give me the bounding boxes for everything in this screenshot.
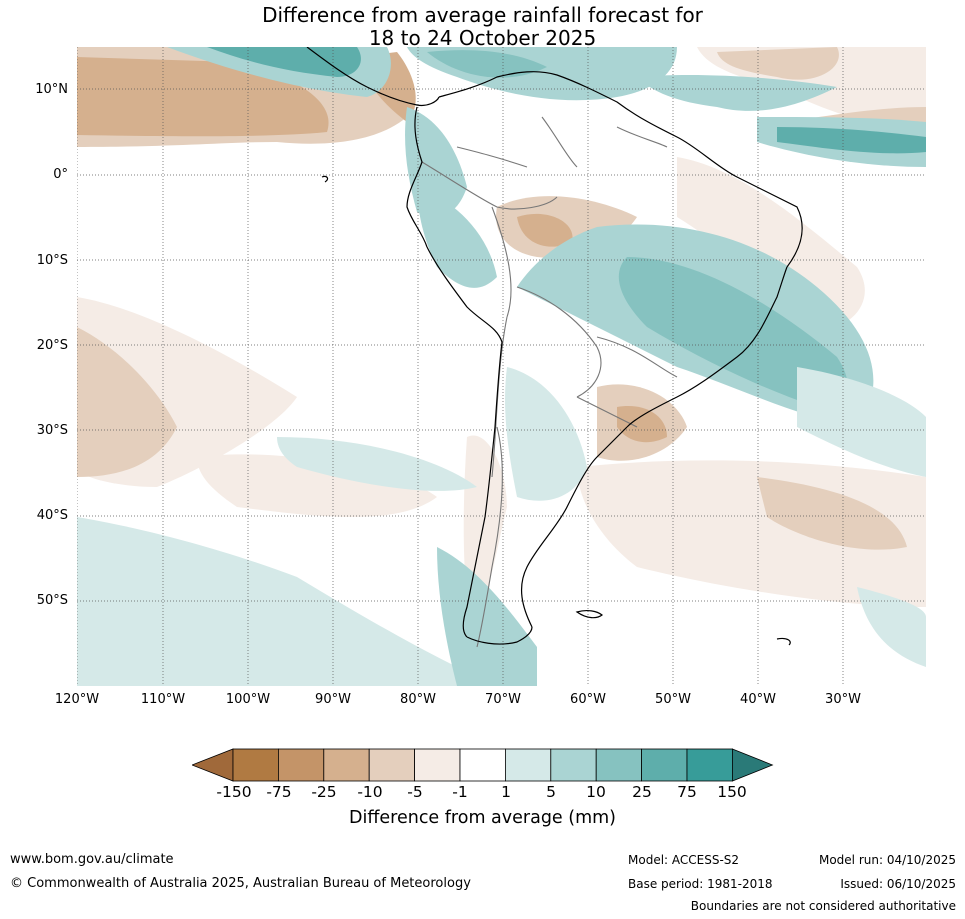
lon-label-40w: 40°W xyxy=(740,692,776,707)
dry-region-south-atlantic-core xyxy=(757,477,907,550)
wet-region-south-atlantic-far xyxy=(857,587,926,667)
legend-swatch xyxy=(323,748,370,782)
wet-region-central-america-core xyxy=(207,47,361,77)
footer-disclaimer: Boundaries are not considered authoritat… xyxy=(690,899,956,913)
legend-swatch xyxy=(414,748,461,782)
legend-tick-9: 25 xyxy=(632,783,652,801)
lat-label-30s: 30°S xyxy=(36,423,68,438)
legend-tick-0: -150 xyxy=(216,783,252,801)
legend-swatch xyxy=(232,748,279,782)
dry-anomaly-regions xyxy=(77,47,926,632)
legend-tick-11: 150 xyxy=(717,783,747,801)
legend-tick-3: -10 xyxy=(357,783,383,801)
map-title: Difference from average rainfall forecas… xyxy=(0,4,965,50)
title-line-1: Difference from average rainfall forecas… xyxy=(262,3,703,27)
dry-region-pacific-mid xyxy=(197,454,437,517)
footer-base-period: Base period: 1981-2018 xyxy=(628,877,773,891)
lon-label-50w: 50°W xyxy=(655,692,691,707)
dry-region-amazon-core xyxy=(517,213,573,247)
wet-region-atlantic-itcz-east-core xyxy=(777,127,926,154)
legend-swatch xyxy=(278,748,325,782)
wet-region-pacific-southwest xyxy=(77,517,457,686)
coastline-central-america xyxy=(306,47,440,107)
legend-swatch xyxy=(686,748,733,782)
lon-label-110w: 110°W xyxy=(140,692,186,707)
coastline-uruguay-brazil xyxy=(626,266,788,428)
lat-label-10n: 10°N xyxy=(35,82,68,97)
coastline-pacific-colombia xyxy=(406,106,428,248)
island-galapagos xyxy=(321,175,329,183)
legend-swatch xyxy=(459,748,506,782)
footer-model: Model: ACCESS-S2 xyxy=(628,853,740,867)
lat-label-10s: 10°S xyxy=(36,253,68,268)
legend-arrow-min xyxy=(192,748,234,782)
lat-label-40s: 40°S xyxy=(36,508,68,523)
map-svg xyxy=(77,47,926,686)
legend-tick-5: -1 xyxy=(452,783,468,801)
legend-tick-10: 75 xyxy=(677,783,697,801)
footer-website: www.bom.gov.au/climate xyxy=(10,852,174,867)
lon-label-120w: 120°W xyxy=(54,692,100,707)
lat-label-20s: 20°S xyxy=(36,338,68,353)
wet-region-drake xyxy=(437,547,537,686)
legend-title: Difference from average (mm) xyxy=(348,808,617,828)
legend-tick-6: 1 xyxy=(501,783,511,801)
coastline-argentina xyxy=(521,426,628,628)
wet-region-southern-cone xyxy=(505,367,587,501)
legend-swatch xyxy=(641,748,688,782)
wet-region-atlantic-itcz xyxy=(637,75,837,111)
graticule xyxy=(77,47,926,686)
legend-tick-8: 10 xyxy=(586,783,606,801)
lon-label-30w: 30°W xyxy=(825,692,861,707)
legend-arrow-max xyxy=(732,748,774,782)
lon-label-100w: 100°W xyxy=(225,692,271,707)
title-line-2: 18 to 24 October 2025 xyxy=(368,26,597,50)
coastline-caribbean-south xyxy=(438,71,803,268)
lat-label-0: 0° xyxy=(53,167,68,182)
lon-label-60w: 60°W xyxy=(570,692,606,707)
wet-region-caribbean-core xyxy=(427,50,547,78)
island-falklands xyxy=(575,609,603,619)
legend-tick-4: -5 xyxy=(407,783,423,801)
lat-label-50s: 50°S xyxy=(36,593,68,608)
legend-swatch xyxy=(368,748,415,782)
footer-issued: Issued: 06/10/2025 xyxy=(840,877,956,891)
lon-label-80w: 80°W xyxy=(400,692,436,707)
legend-swatch xyxy=(550,748,597,782)
footer-copyright: © Commonwealth of Australia 2025, Austra… xyxy=(10,876,471,891)
footer-model-run: Model run: 04/10/2025 xyxy=(818,853,956,867)
wet-region-peru xyxy=(417,187,497,288)
lon-label-90w: 90°W xyxy=(315,692,351,707)
dry-region-uruguay-core xyxy=(617,406,667,443)
legend-tick-1: -75 xyxy=(266,783,292,801)
legend-tick-2: -25 xyxy=(311,783,337,801)
wet-region-brazil-central-core xyxy=(618,257,848,407)
coastline-pacific-peru-chile xyxy=(426,246,503,638)
island-south-georgia xyxy=(776,637,791,646)
legend-colorbar xyxy=(192,748,774,782)
wet-region-pacific-south xyxy=(277,437,477,491)
wet-region-southeast-atlantic xyxy=(797,367,926,477)
lon-label-70w: 70°W xyxy=(485,692,521,707)
legend-swatch xyxy=(504,748,552,782)
legend-swatch xyxy=(595,748,643,782)
dry-region-south-pacific-core xyxy=(77,327,177,477)
coastline-southern-tip xyxy=(466,626,533,645)
rainfall-anomaly-map xyxy=(77,47,926,686)
legend-tick-7: 5 xyxy=(546,783,556,801)
coastlines xyxy=(306,47,803,646)
dry-region-atlantic-north-core xyxy=(717,47,839,80)
